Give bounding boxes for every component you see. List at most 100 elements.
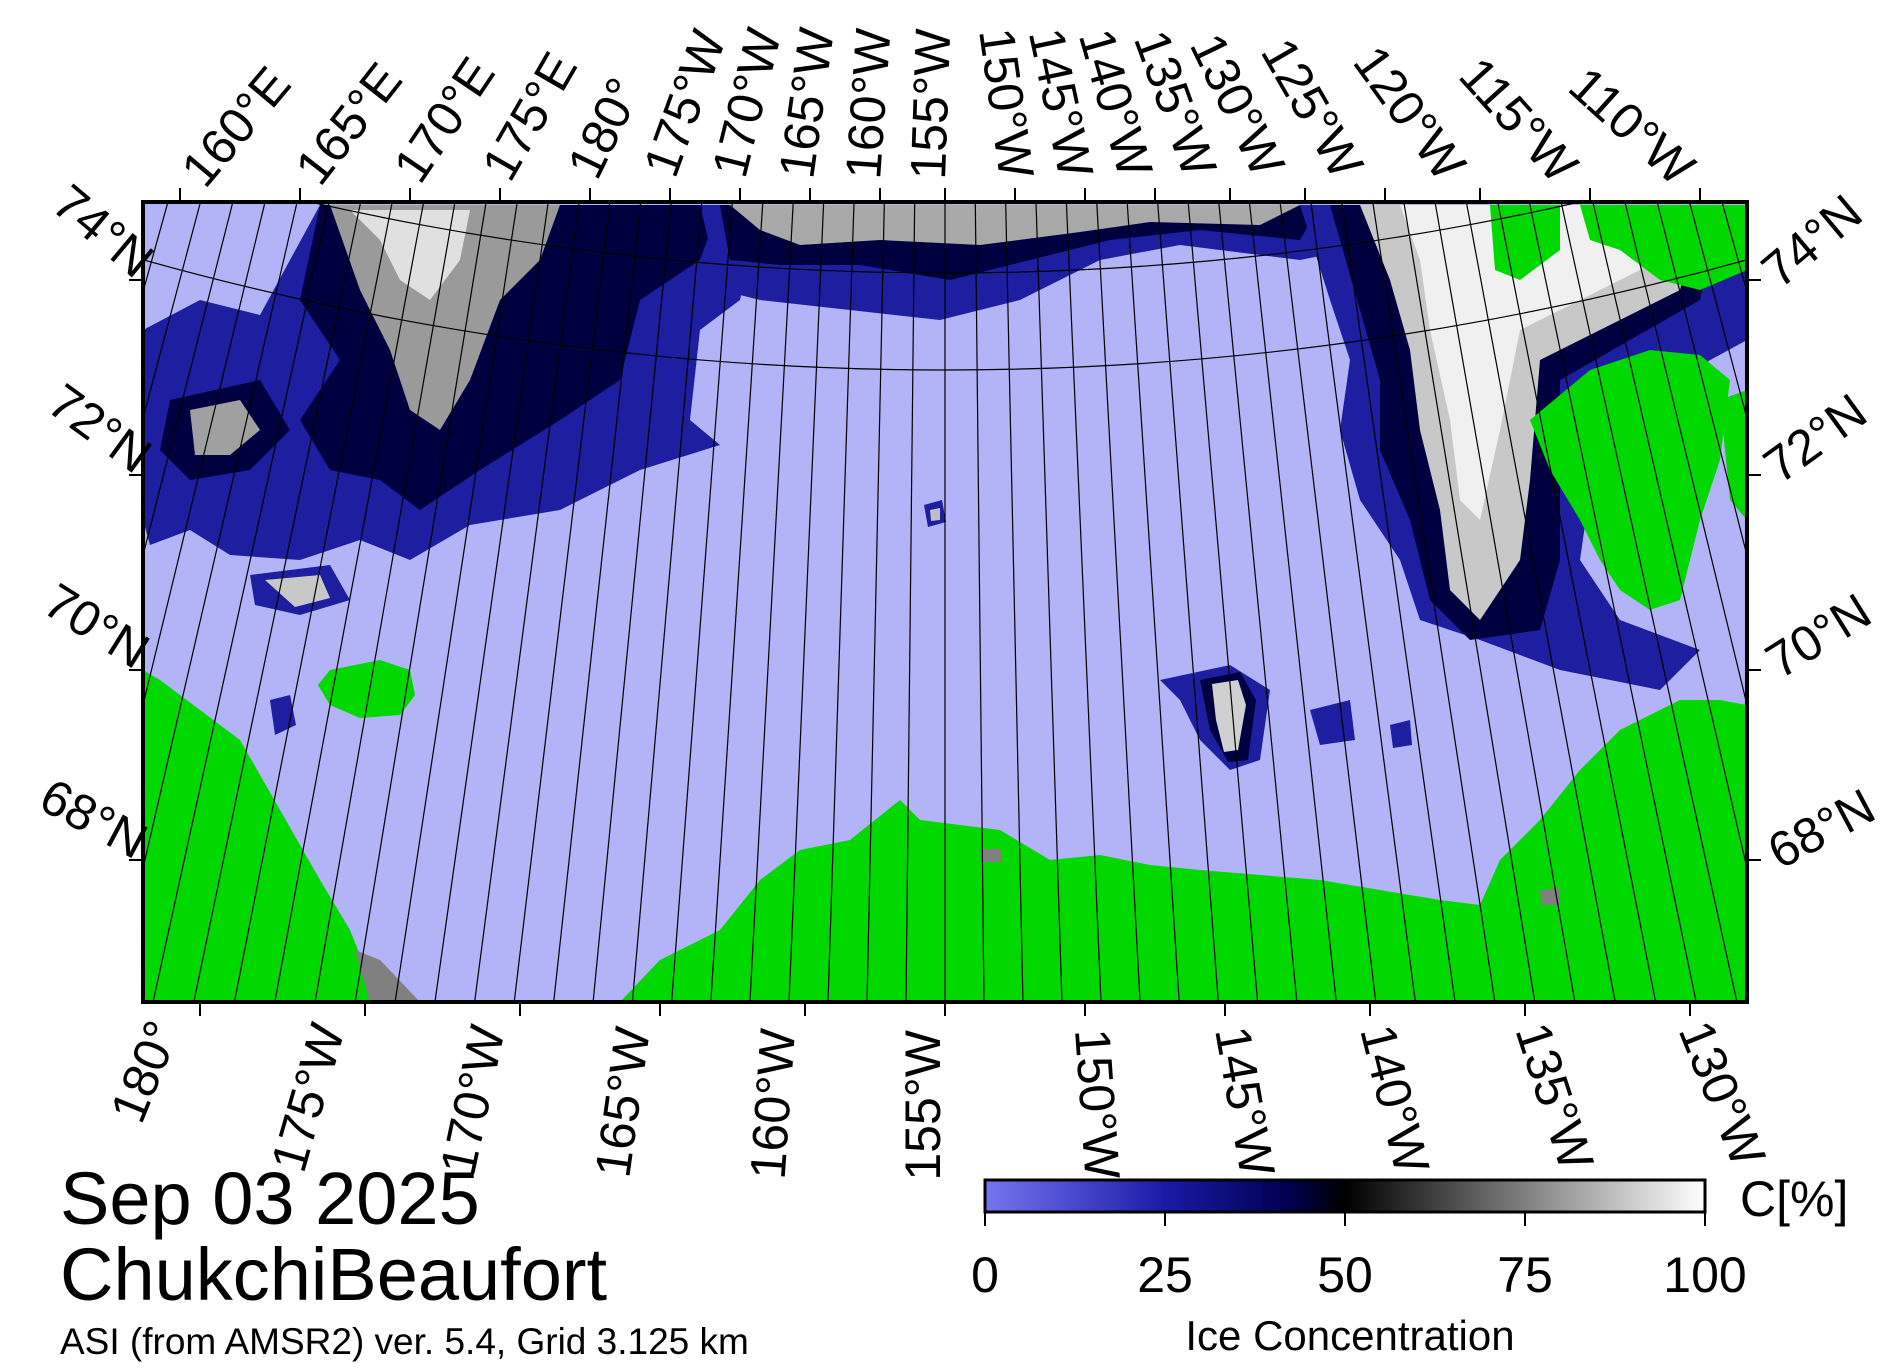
- longitude-line: [1341, 202, 1456, 1002]
- bottom-lon-label: 165°W: [584, 1023, 661, 1181]
- bottom-lon-label: 175°W: [260, 1017, 356, 1178]
- longitude-line: [152, 202, 330, 1002]
- longitude-line: [749, 202, 794, 1002]
- longitude-line: [866, 202, 885, 1002]
- longitude-line: [314, 202, 456, 1002]
- top-lon-label: 160°E: [171, 56, 302, 197]
- longitude-line: [233, 202, 393, 1002]
- sea-ice-east: [1160, 205, 1747, 770]
- longitude-line: [1688, 202, 1747, 421]
- bottom-lon-label: 135°W: [1505, 1016, 1605, 1177]
- longitude-line: [1497, 202, 1657, 1002]
- map-date: Sep 03 2025: [60, 1157, 480, 1240]
- right-lat-label: 68°N: [1759, 778, 1884, 880]
- longitude-line: [193, 202, 362, 1002]
- wrangel-island: [318, 660, 415, 718]
- longitude-line: [1528, 202, 1697, 1002]
- colorbar-tick-label: 0: [971, 1247, 999, 1303]
- colorbar-tick-label: 25: [1137, 1247, 1193, 1303]
- longitude-line: [1187, 202, 1259, 1002]
- longitude-line: [1624, 202, 1747, 708]
- map-area: [143, 202, 1747, 1002]
- colorbar-tick-label: 100: [1663, 1247, 1746, 1303]
- colorbar-gradient: [983, 1178, 1707, 1214]
- map-source: ASI (from AMSR2) ver. 5.4, Grid 3.125 km: [60, 1321, 749, 1362]
- top-lon-label: 115°W: [1449, 47, 1589, 194]
- longitude-line: [1656, 202, 1747, 559]
- longitude-line: [631, 202, 703, 1002]
- right-lat-label: 72°N: [1754, 383, 1877, 494]
- left-lat-label: 70°N: [34, 573, 158, 680]
- chukotka-land: [143, 670, 390, 1002]
- longitude-line: [143, 202, 266, 708]
- longitude-line: [1065, 202, 1102, 1002]
- bottom-lon-label: 150°W: [1064, 1027, 1130, 1182]
- bottom-lon-label: 155°W: [895, 1029, 951, 1180]
- bottom-lon-label: 145°W: [1204, 1022, 1285, 1181]
- colorbar: 0 25 50 75 100 C[%] Ice Concentration: [971, 1171, 1848, 1359]
- longitude-line: [788, 202, 825, 1002]
- top-lon-label: 165°E: [285, 53, 413, 195]
- longitude-line: [474, 202, 580, 1002]
- longitude-line: [1157, 202, 1219, 1002]
- longitude-line: [553, 202, 642, 1002]
- longitude-line: [143, 202, 298, 871]
- longitude-line: [274, 202, 425, 1002]
- longitude-line: [1126, 202, 1180, 1002]
- top-longitude-labels: 160°E 165°E 170°E 175°E 180° 175°W 170°W…: [171, 22, 1706, 197]
- longitude-line: [1035, 202, 1063, 1002]
- top-lon-label: 155°W: [900, 27, 961, 180]
- alaska-canada-land: [620, 700, 1747, 1002]
- right-lat-label: 70°N: [1756, 583, 1880, 690]
- longitude-line: [1005, 202, 1024, 1002]
- bottom-lon-label: 180°: [100, 1013, 191, 1130]
- top-lon-label: 110°W: [1558, 56, 1705, 196]
- longitude-line: [1310, 202, 1416, 1002]
- no-data-area: [355, 950, 420, 1002]
- longitude-line: [592, 202, 672, 1002]
- longitude-line: [671, 202, 733, 1002]
- longitude-line: [394, 202, 518, 1002]
- map-region: ChukchiBeaufort: [60, 1233, 608, 1316]
- banks-island: [1530, 350, 1730, 610]
- graticule: [143, 202, 1747, 1002]
- archipelago-land: [1580, 205, 1747, 290]
- longitude-line: [354, 202, 487, 1002]
- longitude-line: [1560, 202, 1738, 1002]
- bottom-lon-label: 160°W: [740, 1026, 806, 1181]
- sea-ice-north: [700, 205, 1350, 320]
- colorbar-ticks: [984, 1212, 1706, 1226]
- longitude-line: [1372, 202, 1496, 1002]
- colorbar-title: Ice Concentration: [1185, 1312, 1514, 1359]
- bottom-lon-label: 170°W: [430, 1020, 516, 1180]
- melville-land: [1490, 205, 1560, 280]
- right-lat-label: 74°N: [1751, 184, 1873, 299]
- longitude-line: [1592, 202, 1747, 871]
- victoria-land: [1720, 390, 1747, 520]
- longitude-line: [1096, 202, 1141, 1002]
- longitude-line: [1218, 202, 1298, 1002]
- top-lon-label: 160°W: [835, 26, 901, 181]
- longitude-line: [1279, 202, 1377, 1002]
- longitude-line: [1465, 202, 1616, 1002]
- longitude-line: [1248, 202, 1337, 1002]
- longitude-line: [974, 202, 985, 1002]
- colorbar-tick-label: 75: [1497, 1247, 1553, 1303]
- longitude-line: [434, 202, 549, 1002]
- axis-ticks: [129, 188, 1761, 1016]
- longitude-line: [143, 202, 202, 421]
- colorbar-unit: C[%]: [1740, 1171, 1848, 1227]
- longitude-line: [827, 202, 855, 1002]
- longitude-line: [710, 202, 764, 1002]
- longitude-line: [1434, 202, 1576, 1002]
- land: [143, 205, 1747, 1002]
- bottom-lon-label: 130°W: [1668, 1013, 1777, 1174]
- colorbar-tick-label: 50: [1317, 1247, 1373, 1303]
- right-latitude-labels: 74°N 72°N 70°N 68°N: [1751, 184, 1884, 880]
- longitude-line: [513, 202, 611, 1002]
- longitude-line: [143, 202, 234, 559]
- left-lat-label: 68°N: [31, 768, 156, 870]
- bottom-lon-label: 140°W: [1349, 1019, 1440, 1179]
- longitude-line: [1403, 202, 1536, 1002]
